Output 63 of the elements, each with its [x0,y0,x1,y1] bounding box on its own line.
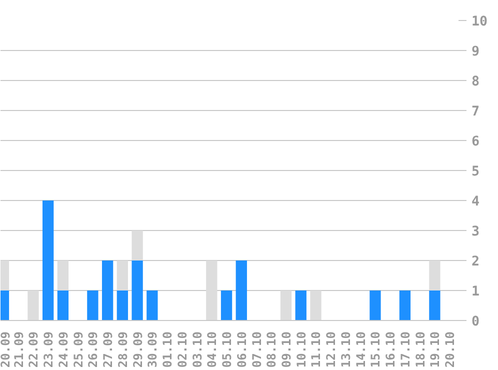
x-tick-label: 20.09 [0,332,12,368]
y-tick-label: 10 [472,14,488,30]
x-tick-label: 27.09 [101,332,116,368]
y-tick-label: 9 [472,44,480,60]
x-tick-label: 05.10 [220,332,234,368]
bar [146,290,158,320]
x-tick-label: 26.09 [86,332,100,368]
y-tick-label: 5 [472,164,480,180]
x-tick-label: 03.10 [190,332,204,368]
bar [370,290,381,320]
bar [429,290,440,320]
x-tick-label: 19.10 [428,332,442,368]
x-tick-label: 23.09 [42,332,56,368]
x-tick-label: 18.10 [413,332,428,368]
bar [310,290,322,320]
bar [429,260,440,290]
x-tick-label: 12.10 [324,332,338,368]
x-tick-label: 21.09 [12,332,26,368]
y-tick-label: 4 [472,194,480,210]
x-tick-label: 09.10 [280,332,294,368]
x-tick-label: 28.09 [116,332,130,368]
x-tick-label: 30.09 [146,332,160,368]
bar [116,260,128,290]
bar [236,260,247,320]
bar [116,290,128,320]
x-tick-label: 13.10 [338,332,353,368]
x-tick-label: 08.10 [264,332,279,368]
x-tick-label: 15.10 [368,332,383,368]
x-tick-label: 02.10 [175,332,190,368]
bar [399,290,411,320]
x-tick-label: 22.09 [26,332,41,368]
x-tick-label: 17.10 [398,332,412,368]
y-tick-label: 7 [472,104,480,120]
x-tick-label: 06.10 [234,332,249,368]
y-tick-label: 1 [472,284,480,300]
y-tick-label: 6 [472,134,480,150]
bar [132,230,143,260]
bar [42,200,54,320]
bar [295,290,306,320]
x-tick-label: 14.10 [354,332,368,368]
y-tick-label: 2 [472,254,480,270]
bar [102,260,114,320]
x-tick-label: 10.10 [294,332,308,368]
x-tick-label: 01.10 [160,332,175,368]
bar [220,290,232,320]
x-tick-label: 16.10 [384,332,398,368]
bar [57,290,69,320]
x-tick-label: 20.10 [443,332,458,368]
x-tick-label: 24.09 [56,332,70,368]
x-tick-label: 11.10 [309,332,324,368]
bar [280,290,292,320]
bar [87,290,98,320]
bar [132,260,143,320]
x-tick-label: 07.10 [250,332,264,368]
bar [57,260,69,290]
y-tick-label: 0 [472,314,480,330]
x-tick-label: 04.10 [205,332,220,368]
y-tick-label: 8 [472,74,480,90]
bar [28,290,39,320]
bar [206,260,218,320]
y-tick-label: 3 [472,224,480,240]
x-tick-label: 25.09 [71,332,86,368]
x-tick-label: 29.09 [130,332,145,368]
